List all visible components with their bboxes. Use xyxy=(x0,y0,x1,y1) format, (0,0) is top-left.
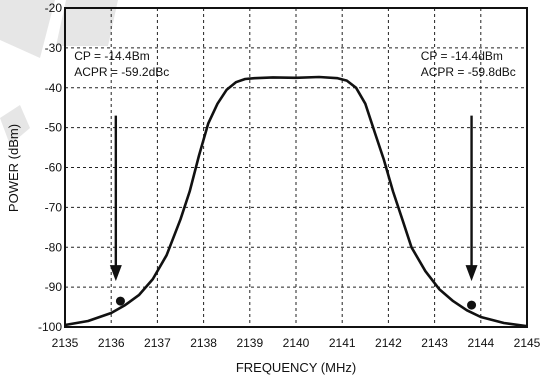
arrow-layer xyxy=(109,115,478,282)
y-tick-label: -90 xyxy=(45,280,63,294)
plot-frame xyxy=(64,7,528,328)
annotations: CP = -14.4Bm ACPR = -59.2dBc CP = -14.4dBm… xyxy=(74,49,516,79)
y-axis-title: POWER (dBm) xyxy=(6,124,21,212)
x-tick-label: 2141 xyxy=(329,336,356,350)
watermark xyxy=(0,0,118,145)
y-tick-label: -100 xyxy=(38,320,62,334)
x-tick-label: 2144 xyxy=(467,336,494,350)
series-layer xyxy=(64,75,528,328)
data-marker xyxy=(115,296,125,306)
annotation-text: CP = -14.4Bm xyxy=(74,49,149,63)
x-tick-label: 2140 xyxy=(283,336,310,350)
data-marker xyxy=(467,300,477,310)
x-tick-label: 2137 xyxy=(144,336,171,350)
arrow-head xyxy=(465,265,478,282)
marker-layer xyxy=(115,296,477,310)
x-tick-label: 2145 xyxy=(514,336,541,350)
annotation-text: CP = -14.4dBm xyxy=(421,49,503,63)
grid xyxy=(65,8,527,327)
x-tick-label: 2142 xyxy=(375,336,402,350)
annotation-text: ACPR = -59.8dBc xyxy=(421,65,516,79)
x-axis-title: FREQUENCY (MHz) xyxy=(236,360,356,375)
annotation-text: ACPR = -59.2dBc xyxy=(74,65,169,79)
x-tick-labels: 2135 2136 2137 2138 2139 2140 2141 2142 2143 2144… xyxy=(52,336,541,350)
y-tick-label: -30 xyxy=(45,41,63,55)
y-tick-label: -50 xyxy=(45,121,63,135)
x-tick-label: 2136 xyxy=(98,336,125,350)
y-tick-label: -40 xyxy=(45,81,63,95)
y-tick-label: -70 xyxy=(45,200,63,214)
y-tick-label: -20 xyxy=(45,1,63,15)
y-tick-label: -80 xyxy=(45,240,63,254)
y-tick-label: -60 xyxy=(45,161,63,175)
arrow-head xyxy=(109,265,122,282)
x-tick-label: 2143 xyxy=(421,336,448,350)
x-tick-label: 2138 xyxy=(190,336,217,350)
series-line xyxy=(64,75,528,328)
x-tick-label: 2135 xyxy=(52,336,79,350)
x-tick-label: 2139 xyxy=(236,336,263,350)
y-tick-labels: -20 -30 -40 -50 -60 -70 -80 -90 -100 xyxy=(38,1,62,334)
